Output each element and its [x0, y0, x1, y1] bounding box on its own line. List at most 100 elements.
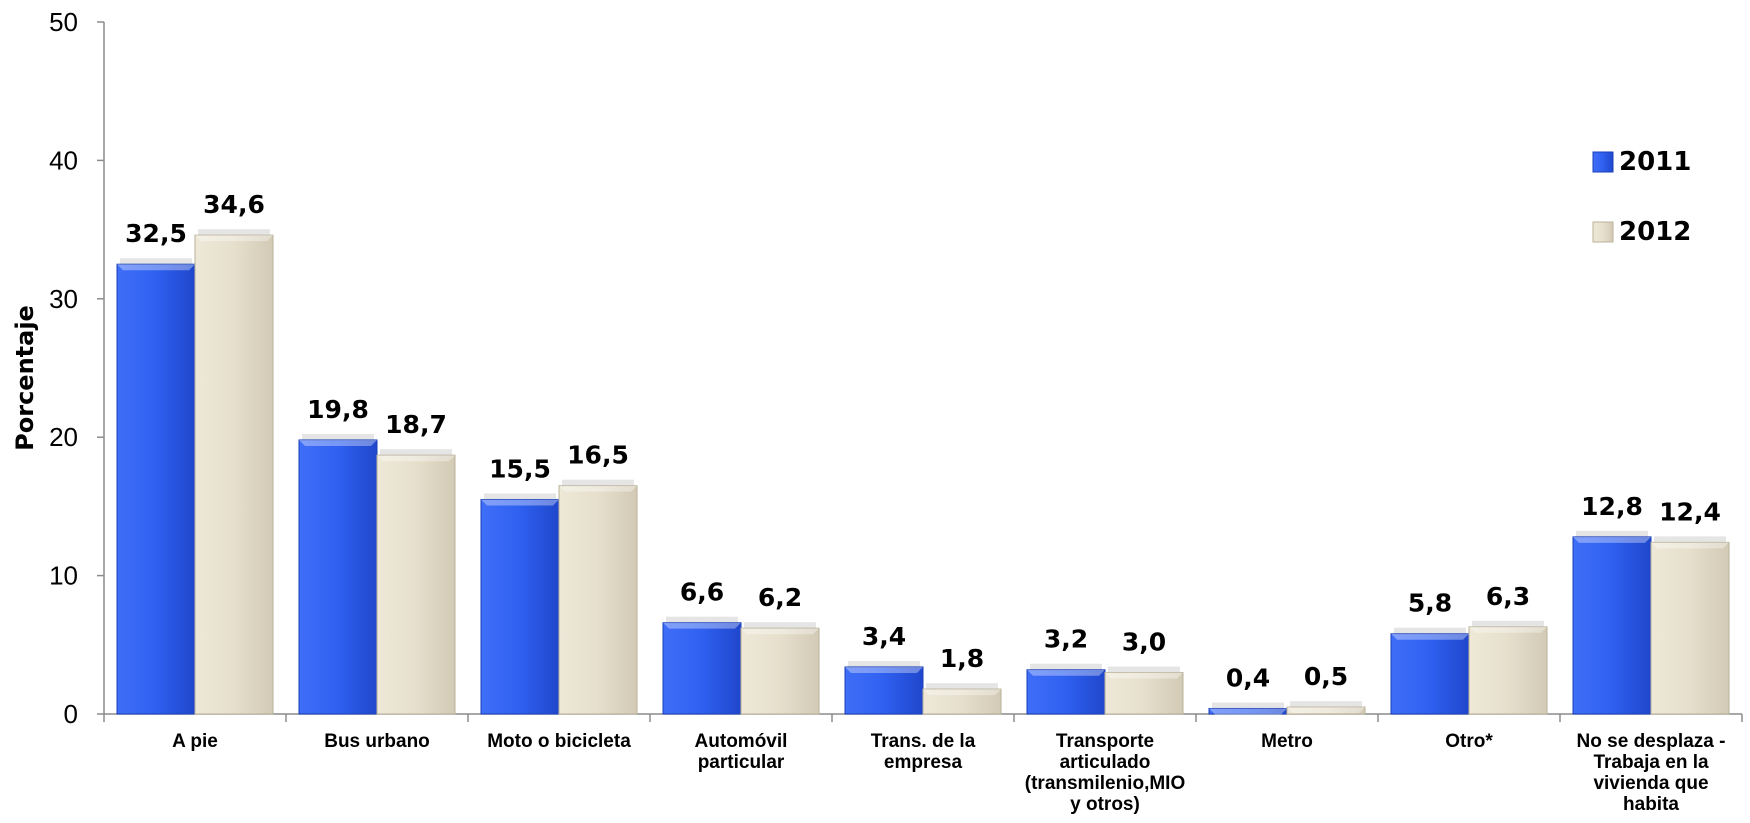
bar-body — [740, 627, 820, 715]
category-label-line: particular — [698, 752, 785, 773]
data-labels: 32,5 34,6 19,8 18,7 15,5 16,5 6,6 6,2 3,4 1,8 3,2 3… — [125, 190, 1721, 692]
category-label-line: Transporte — [1056, 731, 1154, 752]
axes: 0 10 20 30 40 50 A pie Bus urbano Moto o bicicle… — [49, 7, 1743, 815]
bar-body — [1468, 626, 1548, 715]
category-label: A pie — [172, 731, 218, 752]
bar-body — [1026, 669, 1106, 715]
y-tick-label: 0 — [64, 699, 78, 729]
bar-2011 — [298, 433, 378, 715]
data-label: 6,2 — [758, 583, 802, 612]
bar-body — [662, 622, 742, 715]
data-label: 0,4 — [1226, 663, 1270, 692]
bar-bevel — [663, 622, 741, 629]
category-label: Metro — [1261, 731, 1313, 752]
bar-body — [298, 439, 378, 715]
category-label-line: Moto o bicicleta — [487, 731, 631, 752]
bar-bevel — [1209, 708, 1287, 715]
data-label: 6,6 — [680, 578, 724, 607]
category-label-line: y otros) — [1070, 794, 1140, 815]
data-label: 34,6 — [203, 190, 265, 219]
data-label: 3,4 — [862, 622, 906, 651]
category-label-line: articulado — [1060, 752, 1151, 773]
category-label: Trans. de la empresa — [871, 731, 976, 773]
bar-bevel — [1573, 536, 1651, 543]
bar-2011 — [480, 493, 560, 715]
bar-body — [194, 234, 274, 715]
bar-2011 — [1572, 530, 1652, 715]
category-label-line: Automóvil — [695, 731, 788, 752]
category-label: Otro* — [1445, 731, 1493, 752]
category-label: Moto o bicicleta — [487, 731, 631, 752]
bar-2012 — [1286, 701, 1366, 715]
bar-body — [844, 666, 924, 715]
legend-label-2012: 2012 — [1619, 217, 1691, 247]
data-label: 19,8 — [307, 395, 369, 424]
bar-2011 — [1208, 702, 1288, 715]
bar-body — [922, 688, 1002, 715]
bar-bevel — [1391, 633, 1469, 640]
bar-bevel — [1469, 626, 1547, 633]
bar-2012 — [558, 479, 638, 715]
y-tick-label: 50 — [49, 7, 78, 37]
bar-body — [558, 485, 638, 715]
bar-bevel — [299, 439, 377, 446]
category-label-line: Trans. de la — [871, 731, 976, 752]
bar-body — [116, 263, 196, 715]
bar-2011 — [844, 660, 924, 715]
category-label: No se desplaza -Trabaja en la vivienda qu… — [1577, 731, 1726, 815]
category-label-line: No se desplaza - — [1577, 731, 1726, 752]
legend-swatch-2011 — [1592, 151, 1614, 173]
y-tick-label: 30 — [49, 284, 78, 314]
category-label: Bus urbano — [324, 731, 430, 752]
bar-2011 — [116, 258, 196, 715]
category-label-line: habita — [1623, 794, 1679, 815]
bar-bevel — [481, 499, 559, 506]
category-label-line: empresa — [884, 752, 963, 773]
bar-body — [376, 454, 456, 715]
legend-label-2011: 2011 — [1619, 147, 1691, 177]
bar-2011 — [1390, 627, 1470, 715]
bar-body — [1390, 633, 1470, 715]
bar-body — [1104, 671, 1184, 715]
data-label: 3,0 — [1122, 627, 1166, 656]
bar-bevel — [559, 485, 637, 492]
category-label-line: Metro — [1261, 731, 1313, 752]
bar-2011 — [662, 616, 742, 715]
bar-2012 — [922, 683, 1002, 715]
data-label: 1,8 — [940, 644, 984, 673]
bar-bevel — [741, 628, 819, 635]
bar-bevel — [1651, 542, 1729, 549]
bar-bevel — [195, 235, 273, 242]
legend: 2011 2012 — [1592, 147, 1691, 247]
data-label: 6,3 — [1486, 582, 1530, 611]
bar-body — [1572, 536, 1652, 715]
bar-2012 — [740, 622, 820, 715]
data-label: 32,5 — [125, 219, 187, 248]
y-tick-label: 20 — [49, 422, 78, 452]
y-axis-title: Porcentaje — [11, 305, 39, 451]
data-label: 18,7 — [385, 410, 447, 439]
bar-2011 — [1026, 663, 1106, 715]
category-label: Automóvil particular — [695, 731, 788, 773]
bar-2012 — [1650, 536, 1730, 715]
data-label: 12,4 — [1659, 497, 1721, 526]
data-label: 3,2 — [1044, 625, 1088, 654]
bar-bevel — [117, 264, 195, 271]
bars — [116, 229, 1730, 715]
data-label: 0,5 — [1304, 662, 1348, 691]
bar-bevel — [1027, 669, 1105, 676]
category-label-line: vivienda que — [1593, 773, 1708, 794]
y-tick-label: 40 — [49, 145, 78, 175]
bar-body — [1650, 541, 1730, 715]
data-label: 12,8 — [1581, 492, 1643, 521]
legend-swatch-2012 — [1592, 221, 1614, 243]
data-label: 15,5 — [489, 454, 551, 483]
y-tick-label: 10 — [49, 561, 78, 591]
category-label: Transporte articulado (transmilenio,MIO y o… — [1025, 731, 1185, 815]
bar-bevel — [377, 455, 455, 462]
bar-2012 — [1468, 620, 1548, 715]
data-label: 5,8 — [1408, 589, 1452, 618]
data-label: 16,5 — [567, 441, 629, 470]
category-label-line: Otro* — [1445, 731, 1493, 752]
